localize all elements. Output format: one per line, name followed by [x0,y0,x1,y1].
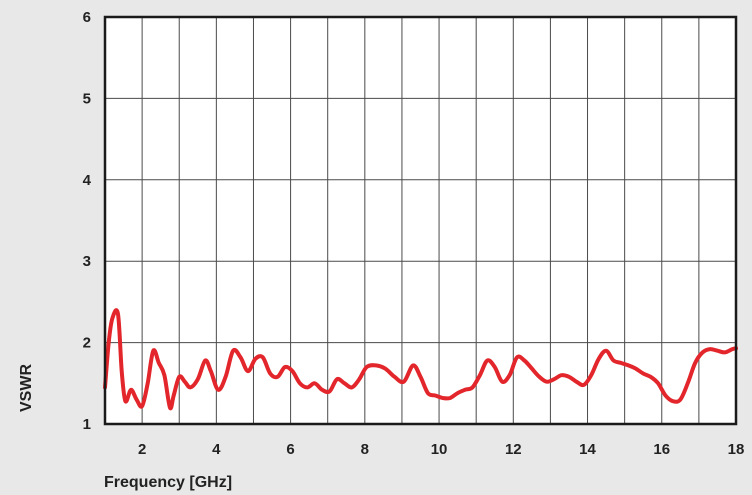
x-tick-label: 10 [431,441,448,458]
x-tick-label: 12 [505,441,522,458]
y-tick-label: 5 [83,90,91,107]
y-tick-label: 6 [83,9,91,26]
plot-background [105,17,736,424]
y-tick-label: 3 [83,253,91,270]
series-line-vswr [103,308,738,411]
y-tick-label: 2 [83,335,91,352]
x-tick-label: 8 [361,441,369,458]
series-layer [103,308,738,411]
y-tick-label: 4 [83,172,92,189]
grid [105,17,736,424]
x-tick-label: 16 [653,441,670,458]
x-tick-label: 14 [579,441,596,458]
y-tick-label: 1 [83,416,91,433]
x-axis-label: Frequency [GHz] [104,474,232,491]
y-tick-labels: 1 2 3 4 5 6 [83,9,92,433]
x-tick-label: 4 [212,441,221,458]
x-tick-label: 2 [138,441,146,458]
x-tick-label: 6 [286,441,294,458]
x-tick-label: 18 [728,441,745,458]
plot-frame [103,15,738,426]
y-axis-label: VSWR [18,364,35,412]
x-tick-labels: 2 4 6 8 10 12 14 16 18 [138,441,744,458]
